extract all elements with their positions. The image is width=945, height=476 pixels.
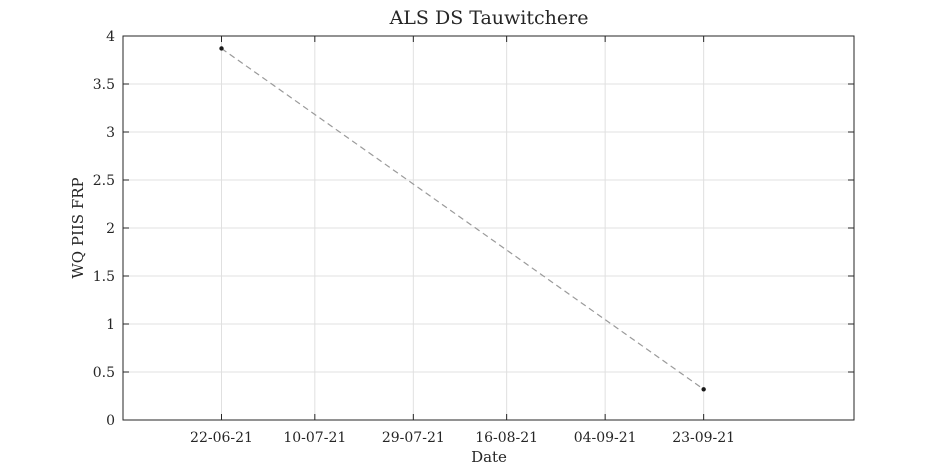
y-tick-label: 2.5	[93, 173, 115, 189]
y-axis-label: WQ PIIS FRP	[69, 177, 87, 278]
chart-title: ALS DS Tauwitchere	[389, 7, 589, 29]
series-line	[221, 48, 705, 390]
data-point	[219, 46, 224, 51]
y-tick-label: 3.5	[93, 77, 115, 93]
x-tick-label: 16-08-21	[475, 430, 538, 446]
data-point	[701, 387, 706, 392]
y-tick-label: 2	[106, 221, 115, 237]
series-layer	[219, 46, 706, 392]
y-tick-label: 1.5	[93, 269, 115, 285]
y-tick-label: 1	[106, 317, 115, 333]
y-tick-label: 3	[106, 125, 115, 141]
grid-layer	[123, 36, 854, 420]
x-tick-label: 22-06-21	[190, 430, 253, 446]
tick-layer: 0 0.5 1 1.5 2 2.5 3 3.5 4 22-06-21 10-07-21 29-07-2…	[93, 29, 854, 446]
y-tick-label: 4	[106, 29, 115, 45]
x-axis-label: Date	[471, 448, 507, 466]
x-tick-label: 10-07-21	[283, 430, 346, 446]
y-tick-label: 0.5	[93, 365, 115, 381]
x-tick-label: 04-09-21	[574, 430, 637, 446]
x-tick-label: 29-07-21	[382, 430, 445, 446]
x-tick-label: 23-09-21	[672, 430, 735, 446]
y-tick-label: 0	[106, 413, 115, 429]
